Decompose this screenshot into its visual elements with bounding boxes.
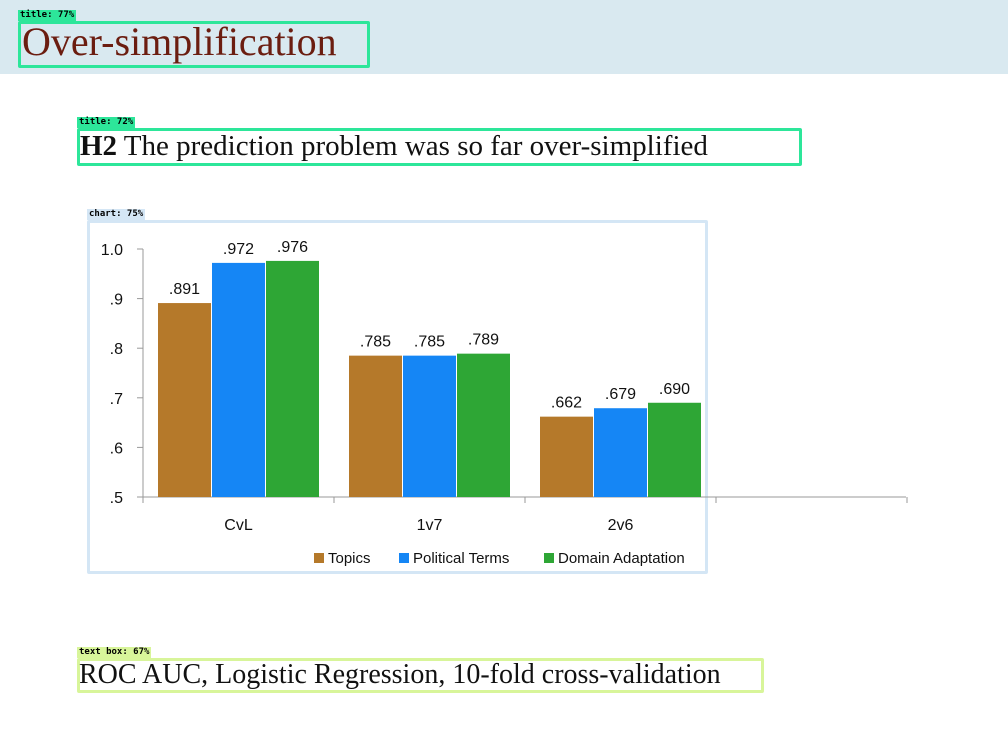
chart-annotation-tag: chart: 75% (87, 209, 146, 220)
bar (158, 303, 211, 497)
bar-value-label: .789 (468, 332, 499, 349)
slide-subtitle: H2 The prediction problem was so far ove… (80, 128, 708, 164)
x-category-label: 1v7 (417, 517, 443, 534)
header-band (0, 0, 1008, 74)
bar (212, 262, 265, 497)
bar-value-label: .785 (414, 334, 445, 351)
bar (457, 353, 510, 497)
y-tick-label: 1.0 (101, 242, 123, 259)
subtitle-annotation-tag: title: 72% (77, 117, 136, 128)
legend-swatch (314, 553, 324, 563)
subtitle-prefix: H2 (80, 130, 118, 162)
bar-value-label: .976 (277, 239, 308, 256)
title-annotation-tag: title: 77% (18, 10, 77, 21)
bar-value-label: .662 (551, 395, 582, 412)
y-tick-label: .5 (110, 490, 123, 507)
caption-annotation-tag: text box: 67% (77, 647, 152, 658)
bar-value-label: .891 (169, 281, 200, 298)
y-tick-label: .8 (110, 341, 123, 358)
slide-title: Over-simplification (22, 19, 337, 64)
bar (266, 260, 319, 497)
legend-label: Political Terms (413, 550, 509, 567)
bar-value-label: .690 (659, 381, 690, 398)
bar (403, 355, 456, 497)
y-tick-label: .6 (110, 440, 123, 457)
bar (648, 402, 701, 497)
subtitle-text: The prediction problem was so far over-s… (123, 130, 708, 162)
x-category-label: 2v6 (608, 517, 634, 534)
bar-value-label: .679 (605, 386, 636, 403)
bar (540, 416, 593, 497)
x-category-label: CvL (224, 517, 253, 534)
y-tick-label: .9 (110, 292, 123, 309)
bar-value-label: .785 (360, 334, 391, 351)
bar-value-label: .972 (223, 241, 254, 258)
bar (349, 355, 402, 497)
legend-label: Domain Adaptation (558, 550, 685, 567)
subtitle-annotation-box (77, 128, 802, 166)
bar (594, 408, 647, 497)
chart-annotation-box (87, 220, 708, 574)
legend-swatch (544, 553, 554, 563)
legend-label: Topics (328, 550, 371, 567)
title-annotation-box (18, 21, 370, 68)
legend-swatch (399, 553, 409, 563)
y-tick-label: .7 (110, 391, 123, 408)
chart-caption: ROC AUC, Logistic Regression, 10-fold cr… (79, 659, 721, 690)
caption-annotation-box (77, 658, 764, 693)
